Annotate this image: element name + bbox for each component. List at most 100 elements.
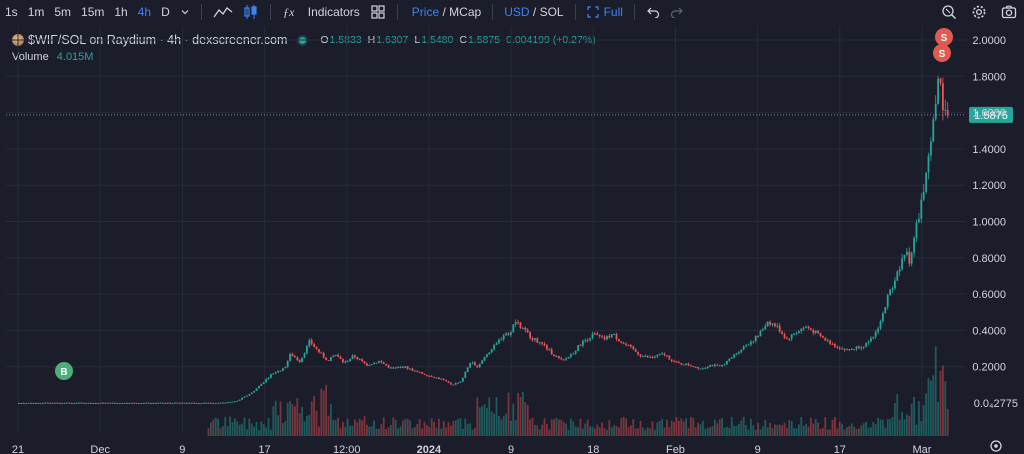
price-tick-label: 0.2000: [972, 362, 1006, 374]
candle: [754, 335, 757, 344]
candle: [394, 366, 397, 370]
candle-body: [20, 403, 23, 404]
redo-icon[interactable]: [665, 6, 689, 18]
candle: [850, 348, 853, 351]
volume-bar: [843, 429, 846, 436]
gear-icon[interactable]: [964, 4, 994, 20]
expand-icon[interactable]: [582, 6, 604, 18]
price-mcap-toggle[interactable]: Price / MCap: [404, 0, 486, 24]
candle: [586, 338, 589, 343]
timeframe-d[interactable]: D: [161, 5, 170, 19]
chevron-down-icon[interactable]: [175, 7, 195, 17]
candle-body: [728, 358, 731, 361]
volume-bar: [742, 416, 745, 436]
candle-body: [337, 354, 339, 357]
volume-bar: [414, 427, 416, 436]
camera-icon[interactable]: [994, 4, 1024, 20]
usd-option[interactable]: USD: [504, 5, 530, 19]
candles-icon[interactable]: [238, 4, 264, 20]
candle-body: [757, 335, 759, 337]
price-tick-label: 1.2000: [972, 180, 1006, 192]
candle-body: [860, 347, 863, 349]
candle: [70, 402, 73, 404]
timeframe-15m[interactable]: 15m: [81, 5, 105, 19]
mcap-option[interactable]: MCap: [449, 5, 482, 19]
volume-bar: [270, 429, 272, 436]
candle: [634, 348, 637, 352]
layout-grid-icon[interactable]: [365, 4, 391, 20]
candle-body: [171, 403, 174, 404]
candle: [207, 402, 210, 404]
candle-body: [884, 307, 887, 314]
timeframe-5m[interactable]: 5m: [54, 5, 72, 19]
candle: [109, 402, 111, 404]
full-button[interactable]: Full: [603, 5, 623, 19]
candle: [387, 364, 390, 369]
candle: [243, 396, 246, 398]
candle: [97, 402, 99, 404]
timeframe-4h[interactable]: 4h: [137, 5, 152, 19]
zoom-icon[interactable]: [934, 4, 964, 20]
candle-body: [913, 237, 915, 253]
volume-bar: [781, 425, 783, 436]
volume-bar: [332, 419, 335, 436]
volume-bar: [824, 417, 827, 436]
candle-body: [75, 403, 78, 404]
time-tick-label: Feb: [666, 444, 685, 454]
indicators-button[interactable]: Indicators: [307, 5, 360, 19]
timeframe-1h[interactable]: 1h: [114, 5, 128, 19]
candle: [190, 402, 193, 404]
candle: [769, 320, 771, 327]
candle-body: [510, 332, 512, 336]
candle: [380, 359, 383, 364]
candle-body: [198, 403, 200, 404]
volume-bar: [248, 418, 251, 436]
candle: [574, 350, 577, 356]
volume-bar: [680, 418, 683, 436]
candle-body: [94, 403, 97, 404]
candle: [886, 293, 889, 310]
volume-bar: [697, 422, 699, 436]
candle: [795, 331, 798, 336]
volume-bar: [709, 427, 711, 436]
candle-body: [42, 402, 44, 404]
fx-icon[interactable]: ƒx: [277, 4, 303, 20]
candle-body: [39, 403, 42, 404]
candle-body: [471, 362, 474, 364]
timeframe-1m[interactable]: 1m: [27, 5, 45, 19]
candle-body: [80, 402, 83, 404]
price-option[interactable]: Price: [411, 5, 440, 19]
candle-body: [910, 252, 913, 264]
candle: [409, 368, 411, 370]
candle: [747, 343, 750, 346]
candle: [517, 319, 519, 325]
candle: [116, 402, 119, 404]
candle: [104, 402, 107, 404]
candle: [939, 77, 942, 87]
candle: [649, 355, 651, 358]
timeframe-1s[interactable]: 1s: [5, 5, 18, 19]
volume-bar: [570, 418, 572, 436]
candle-body: [22, 403, 25, 404]
volume-bar: [358, 418, 361, 436]
currency-toggle[interactable]: USD / SOL: [499, 0, 568, 24]
volume-bar: [942, 365, 944, 436]
candle: [226, 401, 229, 404]
undo-icon[interactable]: [641, 6, 665, 18]
candle-body: [267, 377, 270, 380]
candle-body: [402, 366, 404, 368]
candle: [567, 356, 570, 359]
candle: [219, 402, 222, 404]
volume-bar: [351, 425, 354, 436]
volume-bar: [685, 418, 687, 436]
candle: [937, 75, 939, 105]
candle: [884, 307, 887, 314]
candle: [740, 349, 743, 354]
volume-bar: [402, 420, 404, 436]
candle: [644, 354, 647, 358]
toolbar-divider: [492, 4, 494, 20]
sol-option[interactable]: SOL: [539, 5, 564, 19]
candle: [46, 402, 49, 404]
line-chart-icon[interactable]: [208, 5, 238, 19]
